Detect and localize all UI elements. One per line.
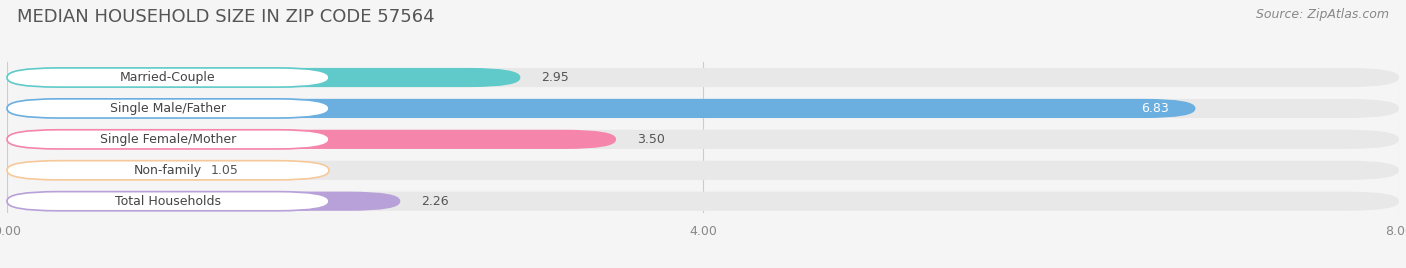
Text: 6.83: 6.83 [1142, 102, 1170, 115]
Text: Total Households: Total Households [115, 195, 221, 208]
FancyBboxPatch shape [7, 68, 520, 87]
FancyBboxPatch shape [7, 99, 1399, 118]
Text: Single Male/Father: Single Male/Father [110, 102, 226, 115]
FancyBboxPatch shape [7, 161, 329, 180]
Text: 1.05: 1.05 [211, 164, 239, 177]
FancyBboxPatch shape [7, 130, 1399, 149]
Text: Non-family: Non-family [134, 164, 202, 177]
FancyBboxPatch shape [7, 192, 401, 211]
FancyBboxPatch shape [7, 99, 329, 118]
Text: MEDIAN HOUSEHOLD SIZE IN ZIP CODE 57564: MEDIAN HOUSEHOLD SIZE IN ZIP CODE 57564 [17, 8, 434, 26]
FancyBboxPatch shape [7, 130, 329, 149]
Text: 2.95: 2.95 [541, 71, 569, 84]
Text: Single Female/Mother: Single Female/Mother [100, 133, 236, 146]
FancyBboxPatch shape [7, 192, 329, 211]
FancyBboxPatch shape [7, 130, 616, 149]
FancyBboxPatch shape [7, 68, 329, 87]
FancyBboxPatch shape [7, 161, 190, 180]
FancyBboxPatch shape [7, 68, 1399, 87]
Text: 2.26: 2.26 [422, 195, 449, 208]
Text: Source: ZipAtlas.com: Source: ZipAtlas.com [1256, 8, 1389, 21]
FancyBboxPatch shape [7, 99, 1195, 118]
Text: Married-Couple: Married-Couple [120, 71, 215, 84]
FancyBboxPatch shape [7, 192, 1399, 211]
Text: 3.50: 3.50 [637, 133, 665, 146]
FancyBboxPatch shape [7, 161, 1399, 180]
